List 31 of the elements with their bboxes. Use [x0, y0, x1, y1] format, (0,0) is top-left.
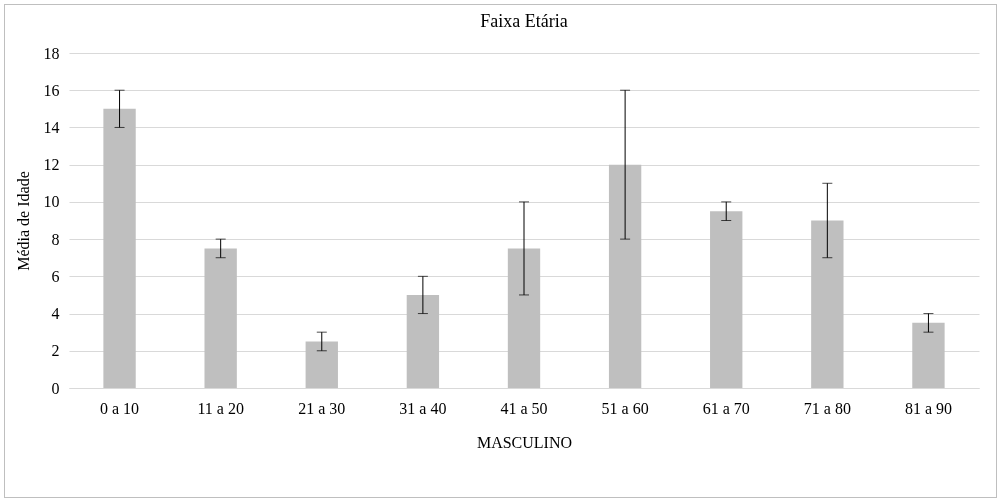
y-tick-label: 0 [51, 379, 60, 397]
bar [608, 164, 642, 388]
y-tick-label: 12 [43, 156, 60, 174]
bar [912, 322, 945, 388]
x-axis-title: MASCULINO [476, 433, 573, 451]
bar [507, 248, 541, 388]
y-tick-label: 16 [43, 81, 60, 99]
y-tick-label: 6 [51, 267, 60, 285]
y-tick-label: 8 [51, 230, 60, 248]
x-tick-label: 41 a 50 [500, 399, 548, 417]
bar [305, 341, 338, 388]
x-tick-label: 21 a 30 [298, 399, 346, 417]
x-tick-label: 81 a 90 [904, 399, 952, 417]
x-tick-label: 71 a 80 [803, 399, 851, 417]
y-tick-label: 18 [43, 44, 60, 62]
x-tick-label: 11 a 20 [197, 399, 244, 417]
chart-title: Faixa Etária [480, 11, 568, 31]
y-tick-label: 4 [51, 305, 60, 323]
bar [710, 211, 743, 388]
bar [811, 220, 844, 388]
x-tick-label: 0 a 10 [100, 399, 140, 417]
bar [204, 248, 237, 388]
x-tick-label: 61 a 70 [702, 399, 750, 417]
y-axis-title: Média de Idade [14, 171, 32, 271]
bar [103, 108, 136, 388]
y-tick-label: 2 [51, 342, 60, 360]
x-tick-label: 51 a 60 [601, 399, 649, 417]
x-tick-label: 31 a 40 [399, 399, 447, 417]
y-tick-label: 14 [43, 118, 60, 136]
y-tick-label: 10 [43, 193, 60, 211]
bar [406, 294, 440, 388]
